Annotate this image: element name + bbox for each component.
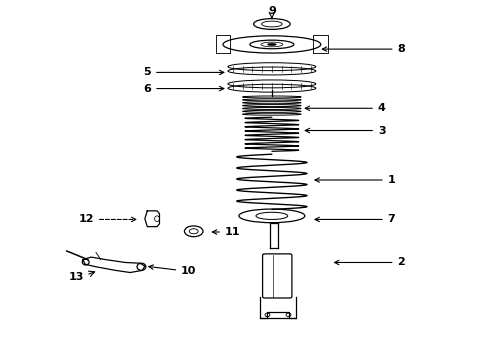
Text: 11: 11: [212, 227, 241, 237]
Text: 8: 8: [322, 44, 405, 54]
Text: 10: 10: [149, 265, 196, 276]
Text: 2: 2: [335, 257, 405, 267]
Text: 5: 5: [144, 67, 224, 77]
Text: 13: 13: [69, 272, 84, 282]
Text: 12: 12: [78, 215, 136, 224]
Text: 1: 1: [315, 175, 395, 185]
Text: 4: 4: [305, 103, 386, 113]
Text: 7: 7: [315, 215, 395, 224]
Text: 3: 3: [305, 126, 386, 135]
Text: 9: 9: [268, 6, 276, 17]
Text: 6: 6: [144, 84, 224, 94]
Ellipse shape: [268, 43, 276, 46]
